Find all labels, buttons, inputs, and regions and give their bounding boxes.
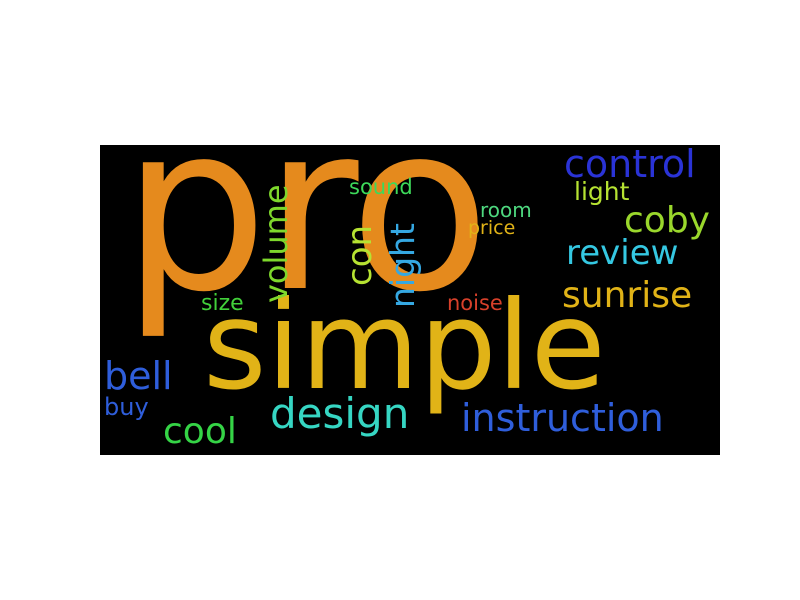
word-coby: coby: [624, 200, 710, 241]
word-simple: simple: [203, 275, 606, 417]
word-cloud: pro simple control light coby review sun…: [100, 145, 720, 455]
word-control: control: [564, 145, 696, 186]
word-review: review: [566, 233, 679, 273]
word-sunrise: sunrise: [562, 275, 693, 316]
word-room: room: [480, 198, 532, 222]
word-light: light: [574, 177, 630, 206]
word-buy: buy: [104, 393, 149, 421]
word-price: price: [468, 217, 516, 239]
word-cool: cool: [163, 411, 237, 452]
word-volume: volume: [257, 184, 295, 303]
word-pro: pro: [122, 145, 490, 343]
word-instruction: instruction: [461, 396, 664, 440]
word-night: night: [383, 223, 422, 308]
word-bell: bell: [104, 354, 173, 398]
word-design: design: [270, 389, 410, 438]
word-con: con: [340, 224, 380, 286]
word-sound: sound: [349, 175, 413, 199]
word-size: size: [201, 291, 244, 316]
word-noise: noise: [447, 291, 503, 315]
